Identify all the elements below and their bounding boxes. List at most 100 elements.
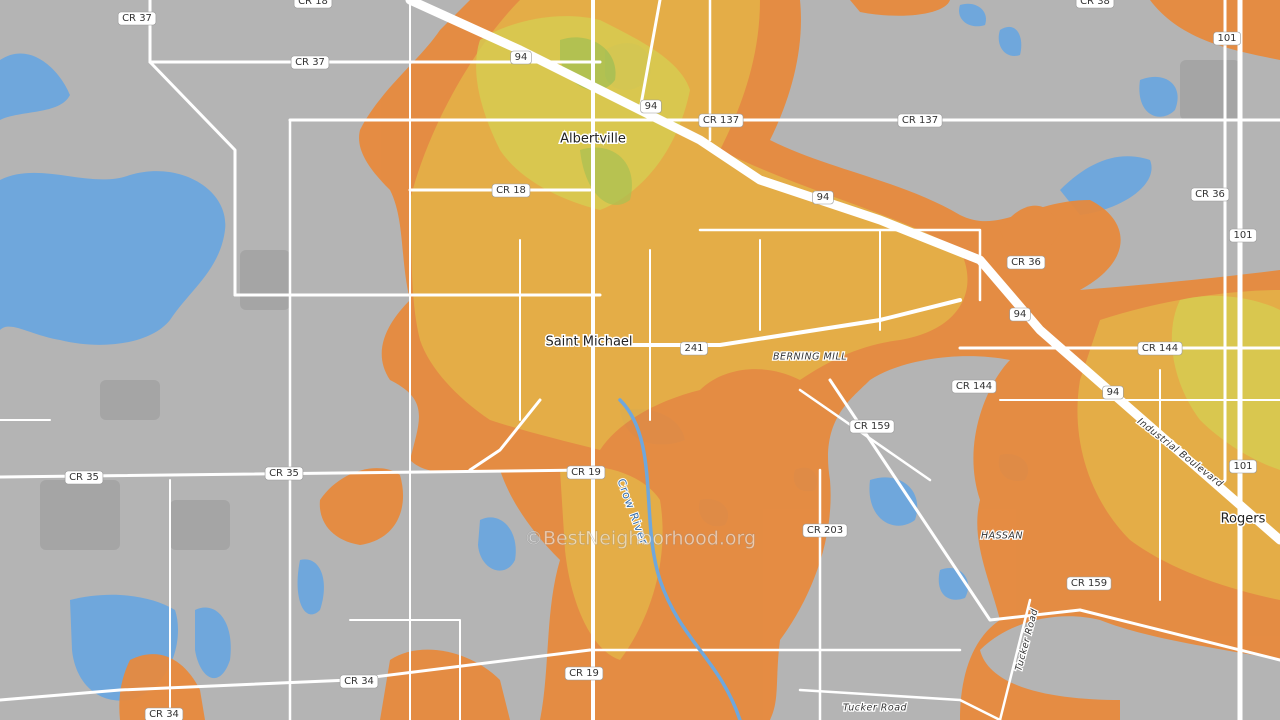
road-shield <box>339 674 379 689</box>
lake <box>195 607 231 679</box>
road-shield-label: CR 18 <box>496 185 526 196</box>
road-shield-label: CR 37 <box>295 57 325 68</box>
road-shield <box>698 113 744 128</box>
road-shield-label: CR 159 <box>1071 578 1107 589</box>
road-shield-label: CR 34 <box>344 676 374 687</box>
heat-area <box>319 468 404 545</box>
place-label: Saint Michael <box>545 335 632 350</box>
road-shield <box>1006 255 1046 270</box>
road <box>468 398 542 472</box>
road-shield <box>640 99 662 114</box>
heat-area <box>1000 205 1060 255</box>
road <box>349 619 461 720</box>
lake <box>0 53 70 120</box>
lake <box>938 568 969 600</box>
road-shield <box>1075 0 1115 9</box>
urban-area <box>1180 60 1240 120</box>
street-label: Tucker Road <box>843 703 908 714</box>
road-shield <box>1229 228 1257 243</box>
road-shield <box>293 0 333 9</box>
lake <box>1139 76 1178 117</box>
lake <box>869 477 918 526</box>
road-shield <box>1066 576 1112 591</box>
urban-area <box>170 500 230 550</box>
heat-layer <box>119 0 1280 720</box>
road-shield <box>64 470 104 485</box>
road-shield-label: CR 144 <box>956 381 992 392</box>
heat-area <box>1150 0 1280 60</box>
road-shield <box>680 341 708 356</box>
road-shield-label: CR 159 <box>854 421 890 432</box>
road-shield <box>802 523 848 538</box>
road-shield-label: CR 19 <box>571 467 601 478</box>
urban-area <box>100 380 160 420</box>
road-shield-label: CR 137 <box>703 115 739 126</box>
road-shield-label: CR 35 <box>69 472 99 483</box>
road <box>698 228 982 302</box>
lake <box>297 559 324 615</box>
road <box>148 60 237 297</box>
road <box>638 0 662 112</box>
place-label: Rogers <box>1221 512 1266 527</box>
heat-area <box>560 466 663 660</box>
road-shield <box>1102 385 1124 400</box>
road <box>998 598 1032 720</box>
road-shield <box>117 11 157 26</box>
road-shield-label: CR 38 <box>1080 0 1110 7</box>
road <box>588 298 962 347</box>
road-shield-label: 101 <box>1233 461 1252 472</box>
road-shield-label: CR 34 <box>149 709 179 720</box>
urban-area <box>240 250 290 310</box>
lake <box>998 26 1022 56</box>
heat-area <box>380 649 510 720</box>
road-shield-label: CR 36 <box>1011 257 1041 268</box>
road-shield <box>812 190 834 205</box>
road-shield-label: CR 137 <box>902 115 938 126</box>
place-label: Albertville <box>560 132 626 147</box>
road-shield-label: 94 <box>515 52 528 63</box>
heat-area <box>850 0 950 16</box>
road-shield <box>1190 187 1230 202</box>
heat-area <box>476 16 690 211</box>
lake <box>0 171 226 345</box>
road-shield-label: CR 144 <box>1142 343 1178 354</box>
road-shield <box>849 419 895 434</box>
road-shield <box>1137 341 1183 356</box>
road-shield-label: 94 <box>1107 387 1120 398</box>
watermark: ©BestNeighborhood.org <box>524 528 756 550</box>
road <box>798 688 1002 720</box>
road-shield <box>897 113 943 128</box>
road-shield-label: CR 35 <box>269 468 299 479</box>
lake <box>959 3 986 27</box>
road-shield-label: 94 <box>817 192 830 203</box>
road-shield <box>1229 459 1257 474</box>
road <box>828 378 1082 622</box>
street-label: BERNING MILL <box>773 352 847 363</box>
urban-area <box>40 480 120 550</box>
road-shield-label: 94 <box>645 101 658 112</box>
road-shield <box>510 50 532 65</box>
road-shield-label: CR 18 <box>298 0 328 7</box>
river <box>618 398 742 720</box>
road-shield <box>290 55 330 70</box>
road-shield <box>564 666 604 681</box>
road-shield-label: CR 37 <box>122 13 152 24</box>
road-shield <box>491 183 531 198</box>
road <box>1078 608 1280 662</box>
road-shield <box>951 379 997 394</box>
road-shield-label: 101 <box>1217 33 1236 44</box>
road <box>0 648 592 702</box>
street-label: HASSAN <box>981 531 1023 542</box>
lake <box>478 517 516 571</box>
road-shield-label: CR 203 <box>807 525 843 536</box>
road-shield-label: 94 <box>1014 309 1027 320</box>
road-shield-label: 101 <box>1233 230 1252 241</box>
road <box>798 388 932 482</box>
road-shield <box>1009 307 1031 322</box>
road-shield <box>144 707 184 720</box>
road-shield <box>566 465 606 480</box>
road-shield <box>264 466 304 481</box>
road-shield <box>1213 31 1241 46</box>
